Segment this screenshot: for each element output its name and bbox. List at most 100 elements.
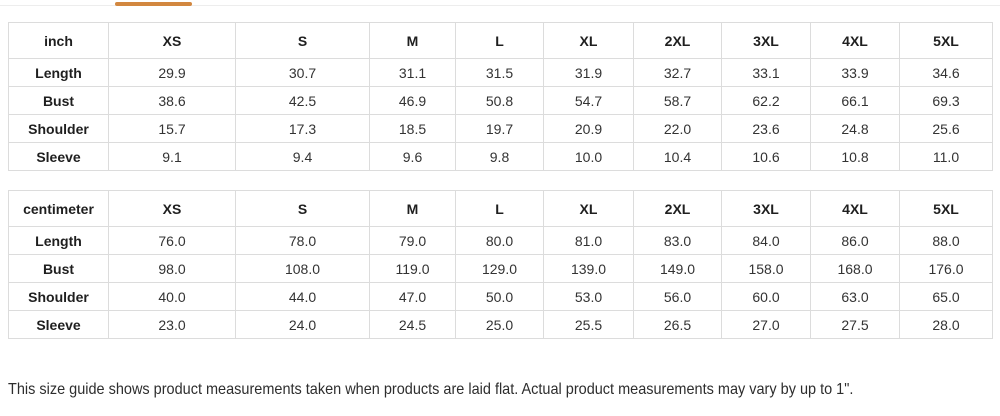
value-cell: 31.9 (543, 58, 634, 87)
size-header-cell: 5XL (899, 22, 993, 59)
size-header-cell: S (235, 22, 370, 59)
size-header-cell: 2XL (633, 190, 722, 227)
value-cell: 10.6 (721, 142, 811, 171)
value-cell: 17.3 (235, 114, 370, 143)
size-header-cell: L (455, 22, 544, 59)
size-header-cell: L (455, 190, 544, 227)
value-cell: 53.0 (543, 282, 634, 311)
header-row: centimeter XS S M L XL 2XL 3XL 4XL 5XL (8, 190, 993, 227)
value-cell: 9.1 (108, 142, 236, 171)
value-cell: 50.8 (455, 86, 544, 115)
size-header-cell: M (369, 22, 456, 59)
value-cell: 42.5 (235, 86, 370, 115)
value-cell: 44.0 (235, 282, 370, 311)
value-cell: 24.8 (810, 114, 900, 143)
centimeter-size-table: centimeter XS S M L XL 2XL 3XL 4XL 5XL L… (8, 190, 993, 339)
value-cell: 27.0 (721, 310, 811, 339)
active-tab-underline-indicator (115, 2, 192, 6)
size-header-cell: 3XL (721, 190, 811, 227)
value-cell: 20.9 (543, 114, 634, 143)
value-cell: 10.8 (810, 142, 900, 171)
value-cell: 62.2 (721, 86, 811, 115)
value-cell: 10.4 (633, 142, 722, 171)
value-cell: 108.0 (235, 254, 370, 283)
value-cell: 60.0 (721, 282, 811, 311)
value-cell: 22.0 (633, 114, 722, 143)
value-cell: 69.3 (899, 86, 993, 115)
tab-bar (0, 0, 1000, 6)
row-label-cell: Shoulder (8, 114, 109, 143)
value-cell: 34.6 (899, 58, 993, 87)
value-cell: 25.0 (455, 310, 544, 339)
table-row-bust: Bust 98.0 108.0 119.0 129.0 139.0 149.0 … (8, 254, 993, 283)
value-cell: 31.5 (455, 58, 544, 87)
value-cell: 98.0 (108, 254, 236, 283)
row-label-cell: Sleeve (8, 142, 109, 171)
table-row-sleeve: Sleeve 9.1 9.4 9.6 9.8 10.0 10.4 10.6 10… (8, 142, 993, 171)
unit-header-cell: inch (8, 22, 109, 59)
value-cell: 78.0 (235, 226, 370, 255)
value-cell: 9.4 (235, 142, 370, 171)
value-cell: 84.0 (721, 226, 811, 255)
value-cell: 46.9 (369, 86, 456, 115)
value-cell: 26.5 (633, 310, 722, 339)
value-cell: 81.0 (543, 226, 634, 255)
value-cell: 65.0 (899, 282, 993, 311)
value-cell: 9.6 (369, 142, 456, 171)
row-label-cell: Bust (8, 86, 109, 115)
size-header-cell: XL (543, 22, 634, 59)
value-cell: 80.0 (455, 226, 544, 255)
value-cell: 24.0 (235, 310, 370, 339)
size-header-cell: XS (108, 190, 236, 227)
value-cell: 58.7 (633, 86, 722, 115)
inch-size-table: inch XS S M L XL 2XL 3XL 4XL 5XL Length … (8, 22, 993, 171)
size-header-cell: 4XL (810, 190, 900, 227)
row-label-cell: Shoulder (8, 282, 109, 311)
value-cell: 54.7 (543, 86, 634, 115)
size-guide-disclaimer: This size guide shows product measuremen… (8, 381, 854, 398)
size-header-cell: 4XL (810, 22, 900, 59)
value-cell: 9.8 (455, 142, 544, 171)
value-cell: 29.9 (108, 58, 236, 87)
header-row: inch XS S M L XL 2XL 3XL 4XL 5XL (8, 22, 993, 59)
value-cell: 119.0 (369, 254, 456, 283)
size-header-cell: S (235, 190, 370, 227)
value-cell: 23.6 (721, 114, 811, 143)
value-cell: 168.0 (810, 254, 900, 283)
row-label-cell: Length (8, 226, 109, 255)
size-header-cell: XS (108, 22, 236, 59)
value-cell: 30.7 (235, 58, 370, 87)
value-cell: 15.7 (108, 114, 236, 143)
value-cell: 149.0 (633, 254, 722, 283)
value-cell: 24.5 (369, 310, 456, 339)
value-cell: 19.7 (455, 114, 544, 143)
value-cell: 66.1 (810, 86, 900, 115)
size-header-cell: 3XL (721, 22, 811, 59)
size-header-cell: M (369, 190, 456, 227)
table-row-shoulder: Shoulder 40.0 44.0 47.0 50.0 53.0 56.0 6… (8, 282, 993, 311)
value-cell: 31.1 (369, 58, 456, 87)
value-cell: 18.5 (369, 114, 456, 143)
value-cell: 27.5 (810, 310, 900, 339)
value-cell: 28.0 (899, 310, 993, 339)
value-cell: 38.6 (108, 86, 236, 115)
value-cell: 11.0 (899, 142, 993, 171)
row-label-cell: Bust (8, 254, 109, 283)
row-label-cell: Sleeve (8, 310, 109, 339)
value-cell: 176.0 (899, 254, 993, 283)
size-header-cell: 2XL (633, 22, 722, 59)
size-header-cell: 5XL (899, 190, 993, 227)
table-row-length: Length 76.0 78.0 79.0 80.0 81.0 83.0 84.… (8, 226, 993, 255)
unit-header-cell: centimeter (8, 190, 109, 227)
row-label-cell: Length (8, 58, 109, 87)
table-row-bust: Bust 38.6 42.5 46.9 50.8 54.7 58.7 62.2 … (8, 86, 993, 115)
table-row-shoulder: Shoulder 15.7 17.3 18.5 19.7 20.9 22.0 2… (8, 114, 993, 143)
value-cell: 10.0 (543, 142, 634, 171)
value-cell: 33.9 (810, 58, 900, 87)
value-cell: 76.0 (108, 226, 236, 255)
value-cell: 23.0 (108, 310, 236, 339)
value-cell: 56.0 (633, 282, 722, 311)
value-cell: 79.0 (369, 226, 456, 255)
value-cell: 32.7 (633, 58, 722, 87)
value-cell: 86.0 (810, 226, 900, 255)
